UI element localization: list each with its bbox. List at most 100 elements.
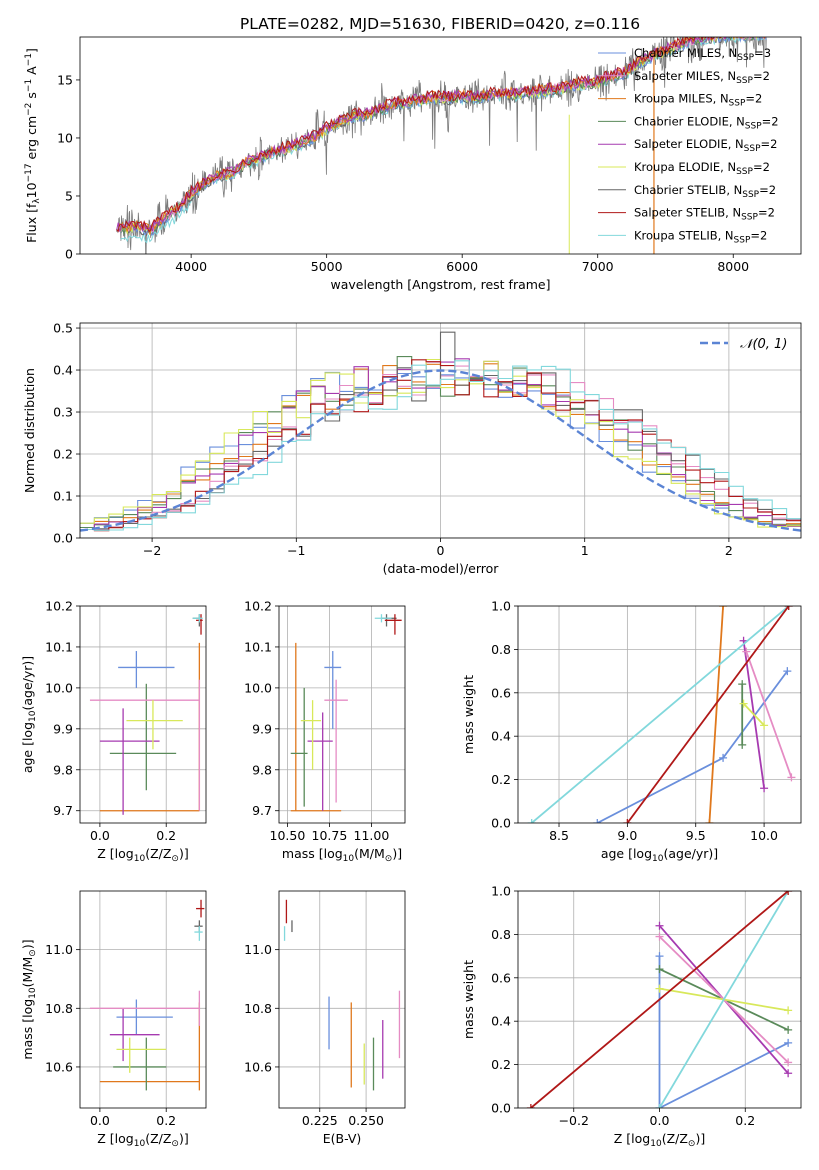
y-tick-label: 0.4 [491,729,511,744]
x-axis-label: mass [log10(M/M⊙)] [282,846,402,864]
weight-marker [742,647,751,656]
gaussian-curve [80,369,801,532]
y-axis-label: mass weight [461,960,476,1039]
y-axis-label: age [log10(age/yr)] [20,656,38,773]
weight-line-c8 [658,891,789,1108]
y-tick-label: 0.1 [53,489,73,504]
y-tick-label: 0.8 [491,927,511,942]
y-tick-label: 0.4 [491,1014,511,1029]
weight-line-c7 [626,606,790,823]
weight-marker [655,984,664,993]
legend-label: Chabrier ELODIE, NSSP=2 [634,114,779,131]
x-axis-label: Z [log10(Z/Z⊙)] [97,846,188,864]
x-tick-label: 0 [437,543,445,558]
x-tick-label: 10.50 [270,828,306,843]
model-spectrum-c5 [120,37,766,236]
panel-mass-vs-ebv: 0.225 0.250 10.6 10.8 11.0 E(B-V) [244,890,406,1146]
y-tick-label: 0.5 [53,321,73,336]
weight-marker [593,819,602,823]
weight-marker [784,1006,793,1015]
weight-line-c5 [742,702,765,727]
x-tick-label: 9.0 [617,828,637,843]
spectrum-ticks: 4000 5000 6000 7000 8000 0 5 10 15 [57,72,749,274]
model-spectrum-c7 [116,37,752,233]
model-spectrum-c4 [120,37,767,233]
residuals-plot-area [80,323,801,538]
weight-marker [719,606,728,610]
y-tick-label: 9.7 [53,803,73,818]
age-vs-mass-ticks: 10.50 10.75 11.00 9.7 9.8 9.9 10.0 10.1 10.2 [244,599,389,844]
weight-marker [784,1025,793,1034]
x-tick-label: 2 [725,543,733,558]
weight-vs-age-frame [517,605,802,824]
weight-marker [784,1038,793,1047]
weight-marker [655,932,664,941]
x-tick-label: 8.5 [549,828,569,843]
weight-marker [655,952,664,961]
y-tick-label: 10.8 [244,1001,272,1016]
y-tick-label: 0.0 [491,816,511,831]
model-spectrum-c0 [120,37,767,236]
weight-marker [527,819,536,823]
weight-line-c1 [708,606,724,823]
age-vs-z-frame [79,605,207,824]
legend-label: Kroupa STELIB, NSSP=2 [634,228,767,245]
mass-vs-ebv-ticks: 0.225 0.250 10.6 10.8 11.0 [244,942,384,1128]
y-axis-label: mass [log10(M/M⊙)] [20,939,38,1059]
y-axis-label: mass weight [461,675,476,754]
x-tick-label: 4000 [175,259,207,274]
weight-marker [739,699,748,708]
y-tick-label: 0.8 [491,642,511,657]
weight-marker [760,784,769,793]
histogram-c8 [80,360,801,531]
y-tick-label: 0 [65,247,73,262]
y-tick-label: 10.6 [244,1059,272,1074]
y-tick-label: 10.6 [45,1059,73,1074]
x-tick-label: 0.225 [302,1113,338,1128]
panel-residuals: −2 −1 0 1 2 0.0 0.1 0.2 0.3 0.4 0.5 𝒩(0, 1) (data-mo… [22,321,802,576]
y-tick-label: 0.4 [53,363,73,378]
weight-marker [655,921,664,930]
weight-vs-z-frame [517,890,802,1109]
histogram-c2 [80,356,801,529]
x-axis-label: wavelength [Angstrom, rest frame] [330,277,550,292]
panel-age-vs-mass: 10.50 10.75 11.00 9.7 9.8 9.9 10.0 10.1 10.2 mass… [244,599,406,864]
legend-label: Salpeter ELODIE, NSSP=2 [634,137,777,154]
y-tick-label: 11.0 [45,942,73,957]
x-tick-label: 10.75 [312,828,348,843]
x-tick-label: 0.0 [90,828,110,843]
y-tick-label: 0.3 [53,405,73,420]
panel-age-vs-z: 0.0 0.2 9.7 9.8 9.9 10.0 10.1 10.2 Z [log10(Z/Z⊙… [20,599,207,864]
y-tick-label: 11.0 [244,942,272,957]
x-tick-label: 7000 [582,259,614,274]
y-tick-label: 0.2 [53,447,73,462]
y-tick-label: 10.0 [244,680,272,695]
x-tick-label: 9.5 [686,828,706,843]
x-tick-label: −1 [287,543,305,558]
weight-vs-age-ticks: 8.5 9.0 9.5 10.0 0.0 0.2 0.4 0.6 0.8 1.0 [491,599,778,844]
y-tick-label: 9.7 [252,803,272,818]
panel-spectrum: 4000 5000 6000 7000 8000 0 5 10 15 Chabrier MILES… [24,36,802,292]
residuals-ticks: −2 −1 0 1 2 0.0 0.1 0.2 0.3 0.4 0.5 [53,321,733,558]
mass-vs-ebv-frame [278,890,406,1109]
x-tick-label: 0.2 [156,1113,176,1128]
weight-line-c4 [745,651,793,778]
x-axis-label: E(B-V) [323,1131,362,1146]
y-tick-label: 0.6 [491,685,511,700]
y-tick-label: 10.0 [45,680,73,695]
age-vs-mass-plot-area [279,606,405,823]
x-tick-label: 0.0 [90,1113,110,1128]
weight-marker [784,891,793,895]
y-tick-label: 9.8 [53,762,73,777]
legend-label: Salpeter MILES, NSSP=2 [634,69,770,86]
weight-line-c7 [530,891,789,1108]
y-axis-label: Normed distribution [22,368,37,493]
legend-label: Kroupa ELODIE, NSSP=2 [634,160,770,177]
mass-vs-z-frame [79,890,207,1109]
legend-label: Kroupa MILES, NSSP=2 [634,92,762,109]
y-tick-label: 10.2 [45,599,73,614]
x-tick-label: 11.00 [354,828,390,843]
x-axis-label: Z [log10(Z/Z⊙)] [97,1131,188,1149]
legend-label: Salpeter STELIB, NSSP=2 [634,206,775,223]
